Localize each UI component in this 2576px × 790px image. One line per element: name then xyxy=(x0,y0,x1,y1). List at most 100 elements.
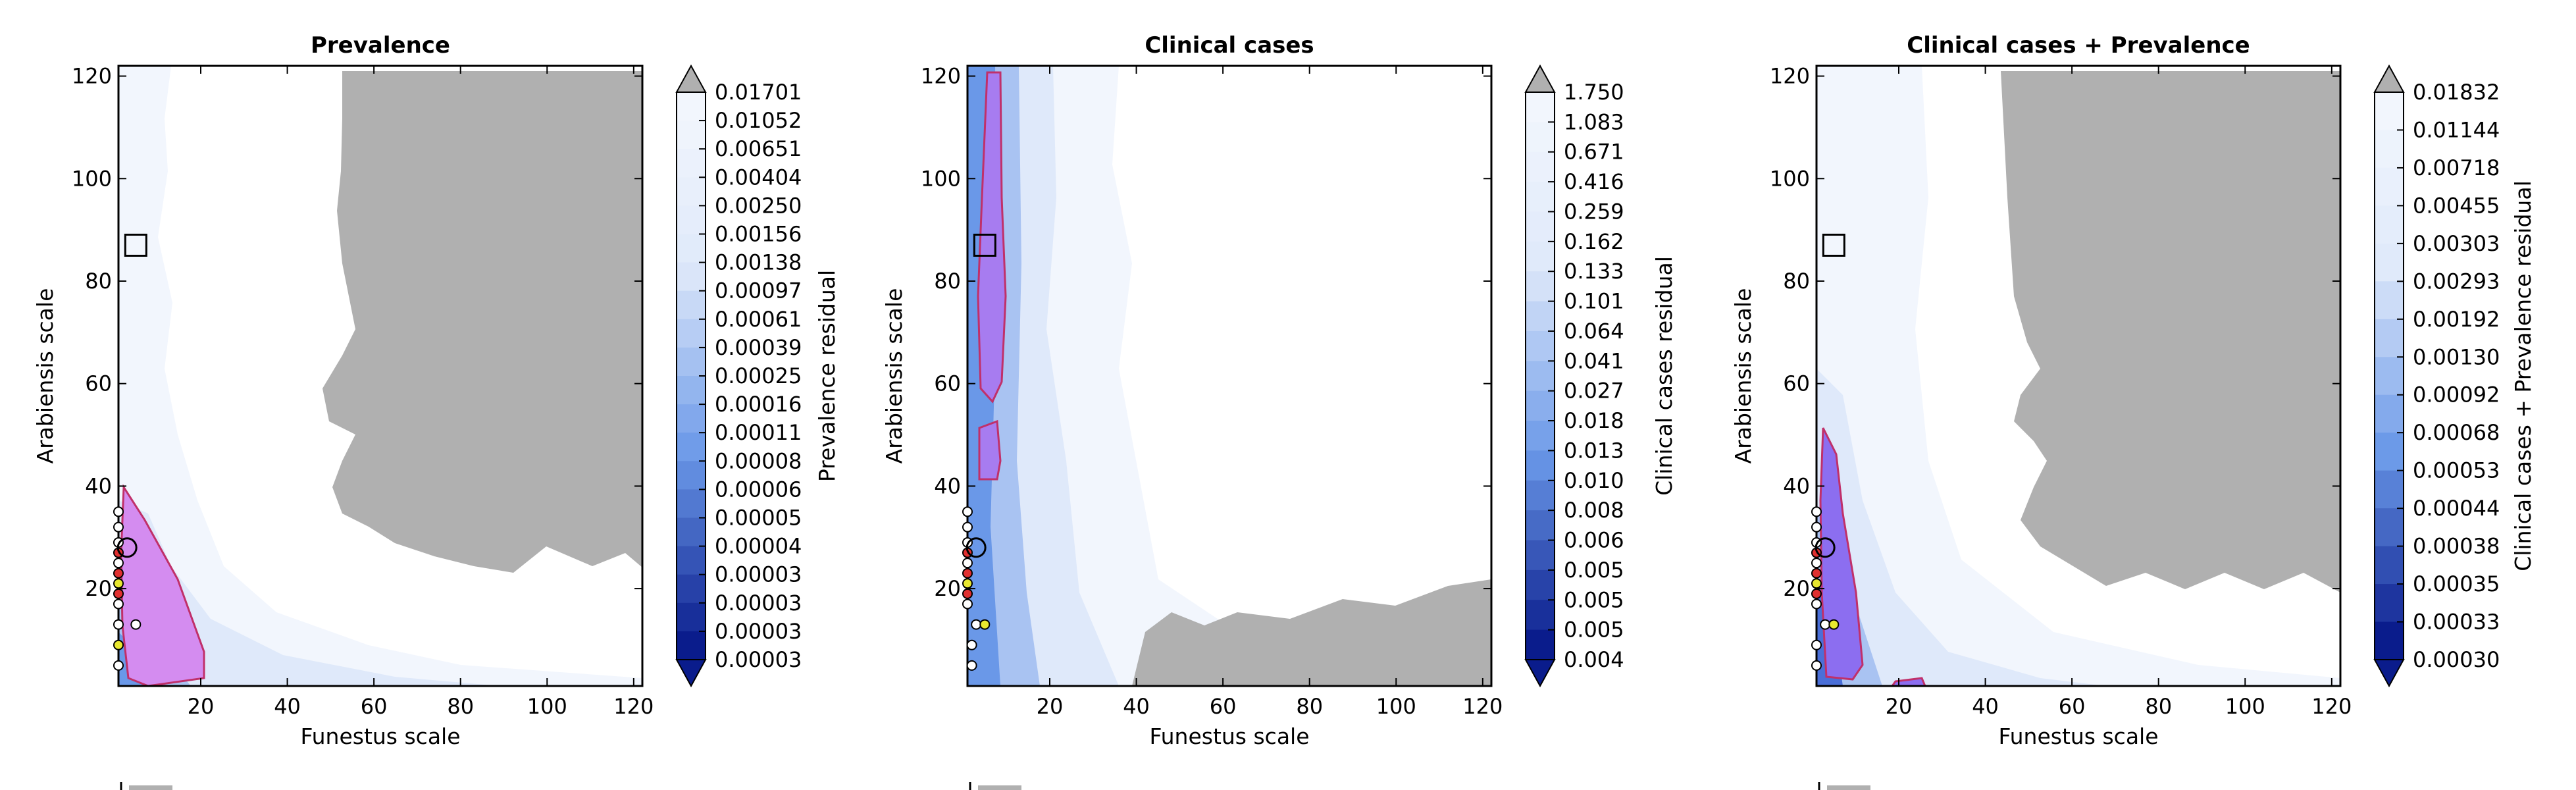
sample-point xyxy=(1811,598,1822,610)
sample-point xyxy=(113,660,124,671)
x-tick-label: 80 xyxy=(2145,694,2172,719)
colorbar-segment xyxy=(1526,211,1555,242)
x-axis-label: Funestus scale xyxy=(300,724,460,749)
colorbar-segment xyxy=(2375,92,2404,131)
colorbar-tick-label: 0.01052 xyxy=(715,108,802,133)
sample-point xyxy=(966,660,977,671)
colorbar-tick-label: 0.00053 xyxy=(2413,458,2500,483)
colorbar-tick-label: 0.00006 xyxy=(715,477,802,502)
colorbar-extend-top xyxy=(1524,64,1556,93)
sample-point xyxy=(971,619,982,630)
best-fit-circle-marker xyxy=(116,537,138,558)
x-tick-label: 20 xyxy=(188,694,215,719)
colorbar-tick-label: 0.041 xyxy=(1564,348,1624,373)
colorbar: 1.750 1.083 0.671 0.416 0.259 0.162 0.133 0.101… xyxy=(1524,64,1624,688)
sample-point xyxy=(113,521,124,533)
sample-point xyxy=(962,558,973,569)
colorbar-tick-label: 0.00250 xyxy=(715,193,802,218)
sample-point xyxy=(1811,521,1822,533)
colorbar-tick-label: 0.00156 xyxy=(715,222,802,247)
y-tick-label: 60 xyxy=(1783,371,1810,396)
colorbar-segment xyxy=(677,376,706,405)
colorbar-tick-label: 0.00303 xyxy=(2413,231,2500,256)
colorbar-tick-label: 0.01701 xyxy=(715,80,802,105)
colorbar-segment xyxy=(677,262,706,292)
y-tick-label: 60 xyxy=(934,371,961,396)
colorbar-segment xyxy=(1526,600,1555,631)
reference-square-marker xyxy=(124,233,147,257)
reference-square-marker xyxy=(973,233,996,257)
sample-point xyxy=(113,619,124,630)
colorbar-segment xyxy=(2375,357,2404,396)
colorbar-segment xyxy=(677,205,706,235)
colorbar-tick-label: 0.00455 xyxy=(2413,193,2500,218)
y-tick-label: 20 xyxy=(85,576,112,601)
colorbar-tick-label: 0.01832 xyxy=(2413,80,2500,105)
x-tick-label: 80 xyxy=(447,694,474,719)
colorbar-tick-label: 0.00038 xyxy=(2413,534,2500,559)
colorbar-segment xyxy=(1526,241,1555,272)
legend-fragment xyxy=(120,782,172,790)
colorbar-tick-label: 0.00003 xyxy=(715,619,802,644)
colorbar-tick-label: 0.005 xyxy=(1564,587,1624,612)
colorbar-tick-label: 0.00718 xyxy=(2413,155,2500,180)
x-tick-label: 40 xyxy=(274,694,301,719)
y-tick-label: 20 xyxy=(1783,576,1810,601)
sample-point xyxy=(1811,567,1822,579)
sample-point xyxy=(1820,619,1831,630)
x-axis-label: Funestus scale xyxy=(1149,724,1309,749)
sample-point xyxy=(962,567,973,579)
x-tick-label: 120 xyxy=(2311,694,2352,719)
y-tick-label: 80 xyxy=(934,269,961,294)
colorbar-extend-top xyxy=(2373,64,2405,93)
colorbar-tick-label: 0.00068 xyxy=(2413,420,2500,445)
plot-frame xyxy=(117,65,644,687)
x-tick-label: 20 xyxy=(1886,694,1913,719)
colorbar-segment xyxy=(1526,182,1555,213)
contour-light-band xyxy=(967,66,1491,686)
colorbar-tick-label: 0.005 xyxy=(1564,558,1624,583)
panel-combined: Clinical cases + Prevalence 20 40 60 80 100 1… xyxy=(1730,32,2536,749)
colorbar-segment xyxy=(677,404,706,433)
colorbar-tick-label: 0.00138 xyxy=(715,250,802,275)
colorbar-tick-label: 0.018 xyxy=(1564,408,1624,433)
colorbar-tick-label: 0.00003 xyxy=(715,562,802,587)
contour-light-band xyxy=(1816,66,2340,686)
x-tick-label: 40 xyxy=(1972,694,1999,719)
y-tick-label: 20 xyxy=(934,576,961,601)
y-tick-label: 120 xyxy=(72,64,112,89)
colorbar-extend-bottom xyxy=(675,659,707,688)
axes: 20 40 60 80 100 120 20 40 60 80 100 120 xyxy=(921,64,1503,719)
sample-point xyxy=(113,558,124,569)
colorbar-extend-top xyxy=(675,64,707,93)
x-tick-label: 20 xyxy=(1037,694,1064,719)
sample-point xyxy=(962,598,973,610)
colorbar-segment xyxy=(677,517,706,547)
colorbar-segment xyxy=(677,347,706,377)
colorbar-segment xyxy=(2375,621,2404,660)
sample-point xyxy=(113,639,124,650)
panel-title: Clinical cases xyxy=(1145,32,1314,59)
colorbar-tick-label: 0.00097 xyxy=(715,278,802,303)
colorbar-segment xyxy=(677,177,706,206)
sample-point xyxy=(113,598,124,610)
colorbar-segment xyxy=(1526,390,1555,421)
colorbar-tick-label: 0.101 xyxy=(1564,289,1624,314)
colorbar-tick-label: 0.00005 xyxy=(715,506,802,531)
sample-point xyxy=(113,588,124,599)
colorbar-segment xyxy=(2375,433,2404,471)
heatmap-field xyxy=(1816,66,2340,686)
colorbar-tick-label: 0.00044 xyxy=(2413,496,2500,521)
sample-point xyxy=(1828,619,1840,630)
colorbar-extend-bottom xyxy=(2373,659,2405,688)
colorbar-tick-label: 0.00293 xyxy=(2413,269,2500,294)
colorbar-segment xyxy=(2375,243,2404,282)
colorbar-segment xyxy=(1526,92,1555,122)
colorbar-segment xyxy=(1526,629,1555,660)
colorbar-frame xyxy=(2374,92,2404,660)
y-tick-label: 100 xyxy=(1770,166,1810,191)
colorbar-tick-label: 0.00016 xyxy=(715,392,802,417)
colorbar-tick-label: 0.00030 xyxy=(2413,647,2500,672)
masked-region xyxy=(2001,71,2340,592)
x-tick-label: 60 xyxy=(361,694,388,719)
